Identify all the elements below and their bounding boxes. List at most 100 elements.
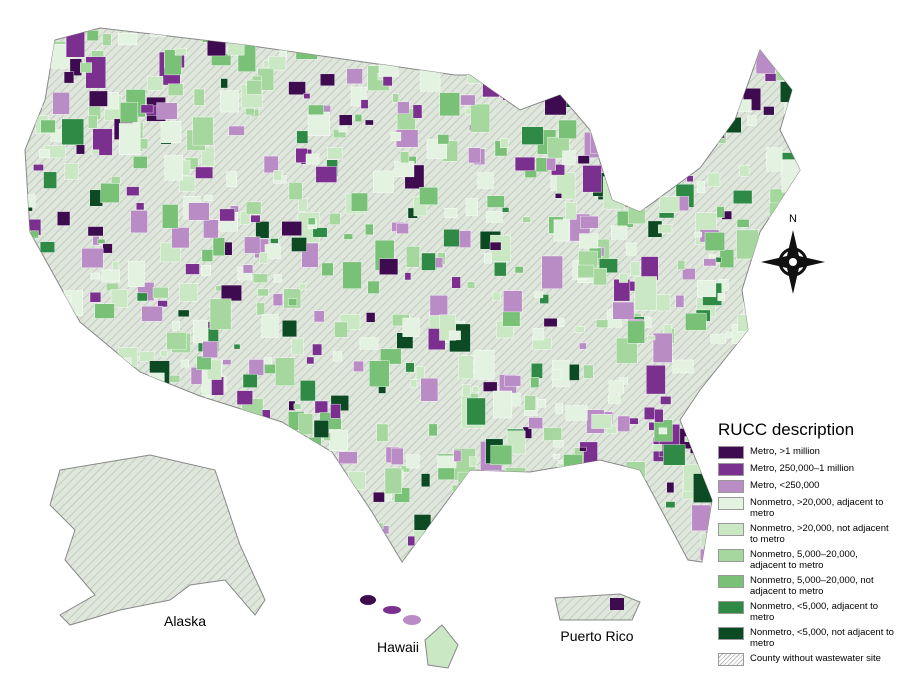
county-patch (364, 552, 387, 562)
legend-item: Nonmetro, <5,000, adjacent to metro (718, 601, 896, 623)
county-patch (437, 455, 457, 469)
county-patch (446, 53, 461, 64)
county-patch (655, 167, 667, 177)
county-patch (353, 37, 372, 58)
county-patch (501, 564, 515, 575)
county-patch (247, 486, 268, 512)
county-patch (699, 460, 707, 466)
county-patch (410, 40, 427, 61)
county-patch (498, 504, 508, 514)
county-patch (555, 68, 576, 82)
county-patch (450, 504, 462, 515)
county-patch (245, 107, 255, 116)
county-patch (321, 262, 334, 276)
county-patch (678, 122, 688, 136)
county-patch (228, 125, 245, 136)
county-patch (255, 537, 272, 550)
county-patch (750, 267, 771, 289)
county-patch (440, 62, 450, 74)
county-patch (295, 483, 312, 499)
county-patch (654, 294, 671, 312)
county-patch (763, 106, 775, 116)
county-patch (661, 55, 680, 69)
county-patch (29, 465, 46, 483)
county-patch (325, 501, 348, 517)
county-patch (539, 294, 549, 304)
county-patch (397, 101, 410, 114)
county-patch (118, 33, 138, 46)
county-patch (252, 273, 268, 283)
county-patch (141, 305, 163, 322)
county-patch (273, 486, 285, 495)
county-patch (421, 252, 436, 271)
county-patch (757, 336, 774, 347)
county-patch (439, 92, 460, 117)
county-patch (646, 33, 666, 53)
county-patch (612, 301, 635, 320)
county-patch (76, 144, 85, 155)
county-patch (179, 175, 196, 192)
county-patch (755, 43, 776, 74)
county-patch (580, 215, 599, 229)
county-patch (579, 342, 587, 350)
county-patch (647, 335, 656, 341)
county-patch (312, 227, 328, 238)
county-patch (130, 210, 148, 234)
county-patch (288, 298, 298, 306)
county-patch (627, 199, 646, 225)
county-patch (270, 28, 292, 47)
county-patch (453, 449, 462, 462)
county-patch (25, 450, 45, 471)
county-patch (176, 447, 187, 463)
county-patch (293, 403, 302, 410)
county-patch (458, 355, 474, 380)
legend-item: Nonmetro, >20,000, not adjacent to metro (718, 523, 896, 545)
county-patch (240, 211, 251, 225)
county-patch (672, 144, 688, 155)
county-patch (372, 170, 394, 193)
county-patch (409, 379, 417, 388)
county-patch (130, 430, 143, 439)
county-patch (338, 451, 358, 464)
county-patch (769, 202, 787, 224)
county-patch (92, 128, 113, 156)
county-patch (193, 88, 205, 106)
county-patch (212, 237, 226, 257)
county-patch (608, 394, 621, 404)
county-patch (315, 166, 338, 183)
county-patch (209, 418, 230, 443)
county-patch (775, 62, 791, 81)
county-patch (739, 165, 750, 177)
legend-item: Nonmetro, 5,000–20,000, adjacent to metr… (718, 549, 896, 571)
county-patch (196, 355, 212, 370)
county-patch (524, 395, 536, 411)
county-patch (329, 430, 348, 451)
county-patch (375, 559, 384, 562)
county-patch (164, 155, 183, 181)
county-patch (229, 427, 251, 453)
county-patch (327, 147, 343, 160)
county-patch (798, 360, 800, 368)
county-patch (794, 326, 800, 333)
county-patch (182, 439, 200, 459)
county-patch (653, 532, 665, 548)
county-patch (261, 314, 279, 338)
county-patch (63, 71, 75, 84)
county-patch (378, 50, 399, 77)
county-patch (65, 29, 85, 58)
county-patch (557, 463, 573, 483)
county-patch (653, 542, 674, 562)
county-patch (442, 36, 459, 62)
county-patch (451, 276, 461, 289)
legend-swatch (718, 446, 744, 459)
county-patch (33, 164, 44, 171)
county-patch (457, 37, 470, 49)
county-patch (459, 230, 472, 248)
hawaii-island (403, 615, 421, 625)
county-patch (798, 30, 800, 44)
county-patch (360, 99, 369, 109)
county-patch (675, 295, 685, 308)
county-patch (520, 41, 529, 53)
county-patch (682, 160, 693, 170)
